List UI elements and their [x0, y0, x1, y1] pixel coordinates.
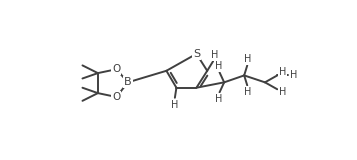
Text: H: H [279, 87, 286, 97]
Text: H: H [171, 100, 178, 110]
Text: B: B [124, 77, 132, 87]
Text: O: O [112, 64, 120, 74]
Text: H: H [211, 50, 218, 60]
Text: H: H [244, 54, 252, 64]
Text: H: H [215, 93, 222, 104]
Text: H: H [290, 70, 297, 80]
Text: H: H [279, 67, 286, 77]
Text: H: H [215, 61, 222, 71]
Text: S: S [193, 49, 200, 59]
Text: H: H [244, 87, 252, 97]
Text: O: O [112, 92, 120, 102]
